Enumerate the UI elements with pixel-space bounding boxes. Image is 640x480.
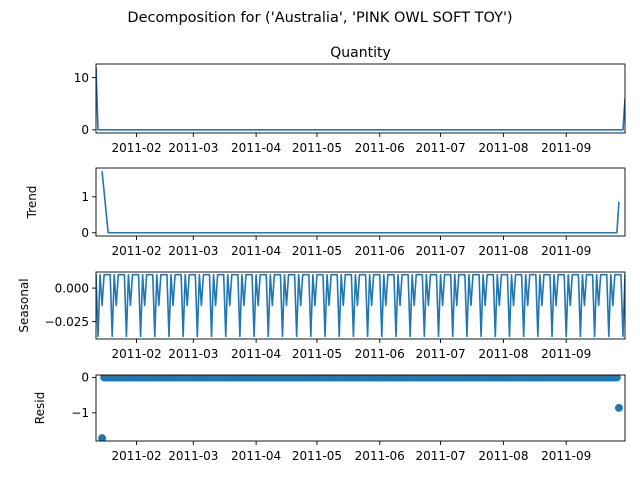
quantity-ytick-label: 10 <box>74 71 89 85</box>
seasonal-xtick-label: 2011-03 <box>168 347 218 361</box>
resid-point <box>614 403 623 412</box>
seasonal-xtick-label: 2011-08 <box>478 347 528 361</box>
resid-xtick-label: 2011-05 <box>292 449 342 463</box>
trend-axes-frame <box>95 167 626 237</box>
resid-xtick-label: 2011-03 <box>168 449 218 463</box>
resid-xtick-label: 2011-06 <box>355 449 405 463</box>
trend-ytick-label: 0 <box>81 226 89 240</box>
resid-xtick-label: 2011-09 <box>541 449 591 463</box>
quantity-axes-frame <box>95 63 626 134</box>
quantity-ytick-label: 0 <box>81 123 89 137</box>
trend-xtick-label: 2011-09 <box>541 244 591 258</box>
quantity-xtick-label: 2011-08 <box>478 141 528 155</box>
trend-xtick-label: 2011-06 <box>355 244 405 258</box>
resid-ylabel: Resid <box>33 392 47 424</box>
seasonal-data <box>96 273 625 338</box>
figure-title: Decomposition for ('Australia', 'PINK OW… <box>127 10 512 26</box>
seasonal-xtick-label: 2011-07 <box>415 347 465 361</box>
quantity-xtick-label: 2011-02 <box>111 141 161 155</box>
seasonal-ytick-label: −0.025 <box>45 315 89 329</box>
seasonal-xtick-label: 2011-05 <box>292 347 342 361</box>
trend-data <box>101 171 620 234</box>
resid-xtick-label: 2011-08 <box>478 449 528 463</box>
seasonal-ytick-label: 0.000 <box>55 281 89 295</box>
seasonal-xtick-label: 2011-09 <box>541 347 591 361</box>
quantity-series-line <box>96 67 625 131</box>
resid-xtick-label: 2011-04 <box>231 449 281 463</box>
resid-point <box>98 434 107 441</box>
seasonal-xtick-label: 2011-06 <box>355 347 405 361</box>
trend-xtick-label: 2011-04 <box>231 244 281 258</box>
trend-ylabel: Trend <box>25 186 39 220</box>
quantity-data <box>96 67 625 131</box>
trend-series-line <box>101 171 620 234</box>
trend-ytick-label: 1 <box>81 190 89 204</box>
quantity-xtick-label: 2011-07 <box>415 141 465 155</box>
quantity-panel-title: Quantity <box>330 45 391 61</box>
trend-xtick-label: 2011-02 <box>111 244 161 258</box>
seasonal-series-line <box>96 273 625 338</box>
resid-point <box>612 375 621 382</box>
resid-data <box>98 375 623 441</box>
quantity-xtick-label: 2011-05 <box>292 141 342 155</box>
resid-xtick-label: 2011-07 <box>415 449 465 463</box>
resid-ytick-label: −1 <box>71 406 89 420</box>
quantity-panel: 0 10 2011-02 2011-03 2011-04 2011-05 2011-06 20… <box>74 45 626 155</box>
quantity-xtick-label: 2011-03 <box>168 141 218 155</box>
resid-xtick-label: 2011-02 <box>111 449 161 463</box>
quantity-xtick-label: 2011-06 <box>355 141 405 155</box>
seasonal-xtick-label: 2011-04 <box>231 347 281 361</box>
seasonal-axes-frame <box>95 271 626 340</box>
seasonal-xtick-label: 2011-02 <box>111 347 161 361</box>
seasonal-ylabel: Seasonal <box>17 278 31 332</box>
trend-xtick-label: 2011-08 <box>478 244 528 258</box>
quantity-xtick-label: 2011-09 <box>541 141 591 155</box>
trend-xtick-label: 2011-05 <box>292 244 342 258</box>
trend-panel: 0 1 2011-02 2011-03 2011-04 2011-05 2011-06 201… <box>25 167 626 258</box>
trend-xtick-label: 2011-03 <box>168 244 218 258</box>
trend-xtick-label: 2011-07 <box>415 244 465 258</box>
resid-axes-frame <box>95 374 626 442</box>
resid-panel: 0 −1 2011-02 2011-03 2011-04 2011-05 2011-06 20… <box>33 371 626 463</box>
quantity-xtick-label: 2011-04 <box>231 141 281 155</box>
seasonal-panel: 0.000 −0.025 2011-02 2011-03 2011-04 2011-05 2… <box>17 271 626 361</box>
resid-ytick-label: 0 <box>81 371 89 385</box>
